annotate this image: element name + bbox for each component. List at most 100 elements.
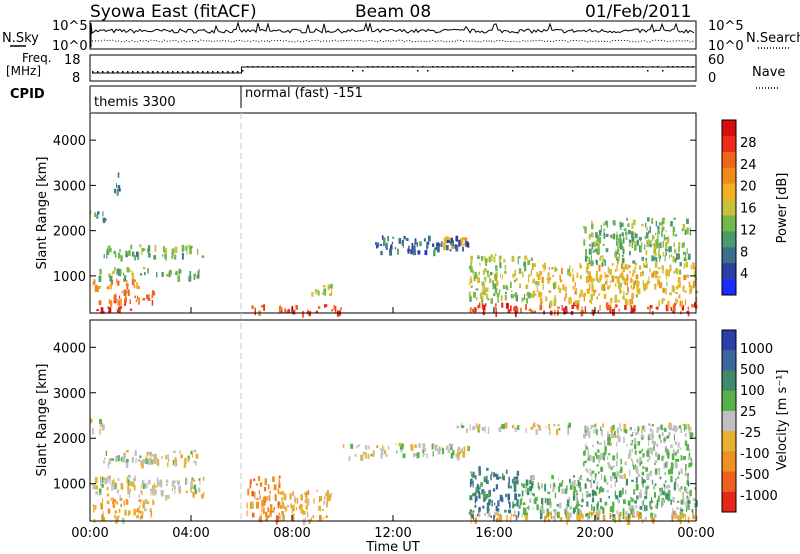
range-gate-cell [450, 452, 454, 459]
range-gate-cell [131, 457, 134, 463]
range-gate-cell [477, 513, 480, 516]
range-gate-cell [119, 295, 121, 299]
power-colorbar-tick: 12 [740, 223, 757, 238]
range-gate-cell [685, 487, 688, 494]
range-gate-cell [495, 307, 497, 311]
range-gate-cell [615, 475, 618, 483]
range-gate-cell [260, 513, 262, 518]
range-gate-cell [682, 496, 685, 500]
range-gate-cell [264, 478, 268, 486]
range-gate-cell [587, 271, 589, 275]
nave-dot [527, 66, 529, 68]
range-gate-cell [156, 480, 160, 487]
range-gate-cell [519, 283, 522, 288]
range-gate-cell [494, 283, 497, 289]
range-gate-cell [515, 294, 518, 302]
range-gate-cell [672, 309, 675, 314]
range-gate-cell [518, 505, 521, 509]
range-gate-cell [179, 450, 181, 454]
range-gate-cell [684, 433, 687, 437]
range-gate-cell [471, 474, 474, 477]
range-gate-cell [646, 450, 650, 457]
range-gate-cell [675, 268, 679, 275]
nave-dot [232, 71, 234, 73]
range-gate-cell [558, 512, 560, 516]
range-gate-cell [589, 299, 592, 303]
range-gate-cell [105, 450, 107, 456]
range-gate-cell [181, 244, 184, 252]
range-gate-cell [530, 257, 533, 261]
range-gate-cell [585, 468, 588, 472]
range-gate-cell [645, 467, 648, 472]
range-gate-cell [653, 235, 655, 240]
range-gate-cell [682, 224, 686, 231]
nave-dot [412, 66, 414, 68]
range-gate-cell [149, 457, 152, 463]
range-gate-cell [192, 491, 195, 498]
range-gate-cell [115, 501, 119, 505]
range-gate-cell [675, 459, 679, 462]
range-gate-cell [480, 482, 483, 487]
nave-dot [102, 71, 104, 73]
search-count-trace [91, 39, 695, 43]
range-gate-cell [548, 290, 552, 293]
range-gate-cell [685, 258, 688, 264]
range-gate-cell [618, 242, 621, 247]
range-gate-cell [125, 499, 129, 505]
range-gate-cell [590, 514, 593, 518]
range-gate-cell [519, 499, 523, 506]
range-gate-cell [629, 299, 632, 306]
range-gate-cell [639, 514, 642, 519]
range-gate-cell [456, 451, 460, 457]
range-gate-cell [190, 450, 193, 455]
range-gate-cell [616, 471, 619, 478]
range-gate-cell [609, 506, 613, 512]
range-gate-cell [619, 233, 621, 238]
range-gate-cell [666, 306, 669, 312]
range-gate-cell [664, 255, 666, 262]
range-gate-cell [305, 492, 308, 498]
range-gate-cell [653, 441, 657, 446]
range-gate-cell [166, 494, 170, 500]
range-gate-cell [512, 501, 514, 508]
range-gate-cell [644, 490, 647, 495]
range-gate-cell [128, 491, 131, 498]
range-gate-cell [110, 300, 113, 307]
range-gate-cell [676, 506, 679, 510]
nave-dot [692, 66, 694, 68]
range-gate-cell [485, 287, 489, 292]
range-gate-cell [647, 230, 650, 234]
range-gate-cell [251, 502, 254, 509]
range-gate-cell [426, 241, 430, 245]
range-gate-cell [635, 505, 638, 509]
range-gate-cell [557, 424, 560, 427]
range-gate-cell [570, 485, 573, 490]
range-gate-cell [478, 491, 480, 498]
range-gate-cell [124, 298, 126, 305]
range-gate-cell [599, 274, 603, 278]
range-gate-cell [690, 285, 693, 292]
range-gate-cell [594, 423, 597, 428]
range-gate-cell [565, 292, 567, 298]
range-gate-cell [673, 286, 675, 293]
range-gate-cell [165, 483, 168, 486]
range-gate-cell [620, 263, 624, 269]
nave-tick-bottom: 0 [708, 71, 716, 86]
range-gate-cell [667, 425, 671, 429]
range-gate-cell [482, 284, 486, 291]
range-gate-cell [644, 506, 646, 510]
nave-dot [307, 66, 309, 68]
range-gate-cell [576, 492, 578, 499]
range-gate-cell [689, 489, 692, 497]
range-gate-cell [307, 309, 309, 315]
range-gate-cell [481, 295, 484, 300]
range-gate-cell [457, 446, 461, 451]
range-gate-cell [118, 515, 120, 518]
range-gate-cell [201, 255, 205, 258]
range-gate-cell [585, 249, 587, 256]
range-gate-cell [665, 288, 667, 295]
range-gate-cell [616, 452, 618, 460]
range-gate-cell [537, 425, 539, 428]
range-gate-cell [588, 271, 591, 276]
range-gate-cell [108, 273, 111, 278]
